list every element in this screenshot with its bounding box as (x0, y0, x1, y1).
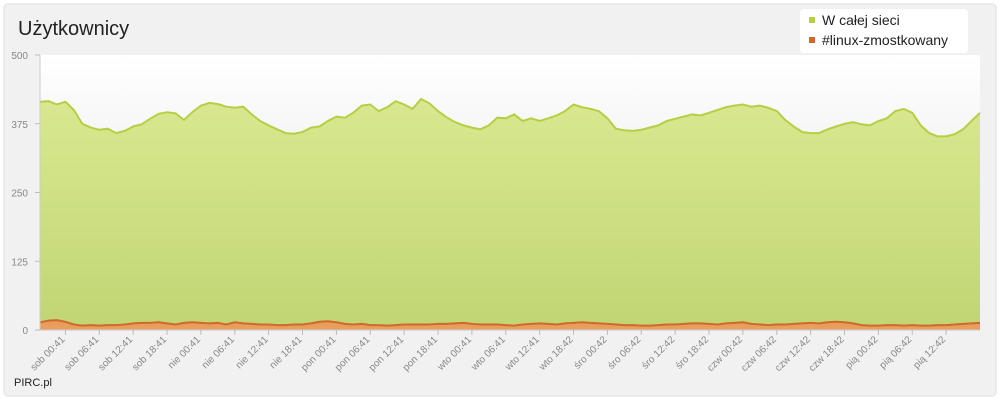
legend (800, 9, 968, 53)
line (39, 97, 981, 138)
legend-swatch (809, 37, 815, 43)
area (40, 99, 980, 330)
y-tick-label: 375 (11, 120, 28, 131)
y-tick-label: 250 (11, 189, 28, 200)
legend-label: W całej sieci (822, 12, 900, 28)
y-tick-label: 0 (22, 326, 28, 337)
source: PIRC.pl (14, 377, 52, 389)
y-tick-label: 500 (11, 51, 28, 62)
legend-label: #linux-zmostkowany (822, 32, 948, 48)
y-tick-label: 125 (11, 257, 28, 268)
line (39, 319, 981, 327)
area (40, 320, 980, 330)
legend-swatch (809, 17, 815, 23)
chart-title: Użytkownicy (18, 18, 129, 40)
